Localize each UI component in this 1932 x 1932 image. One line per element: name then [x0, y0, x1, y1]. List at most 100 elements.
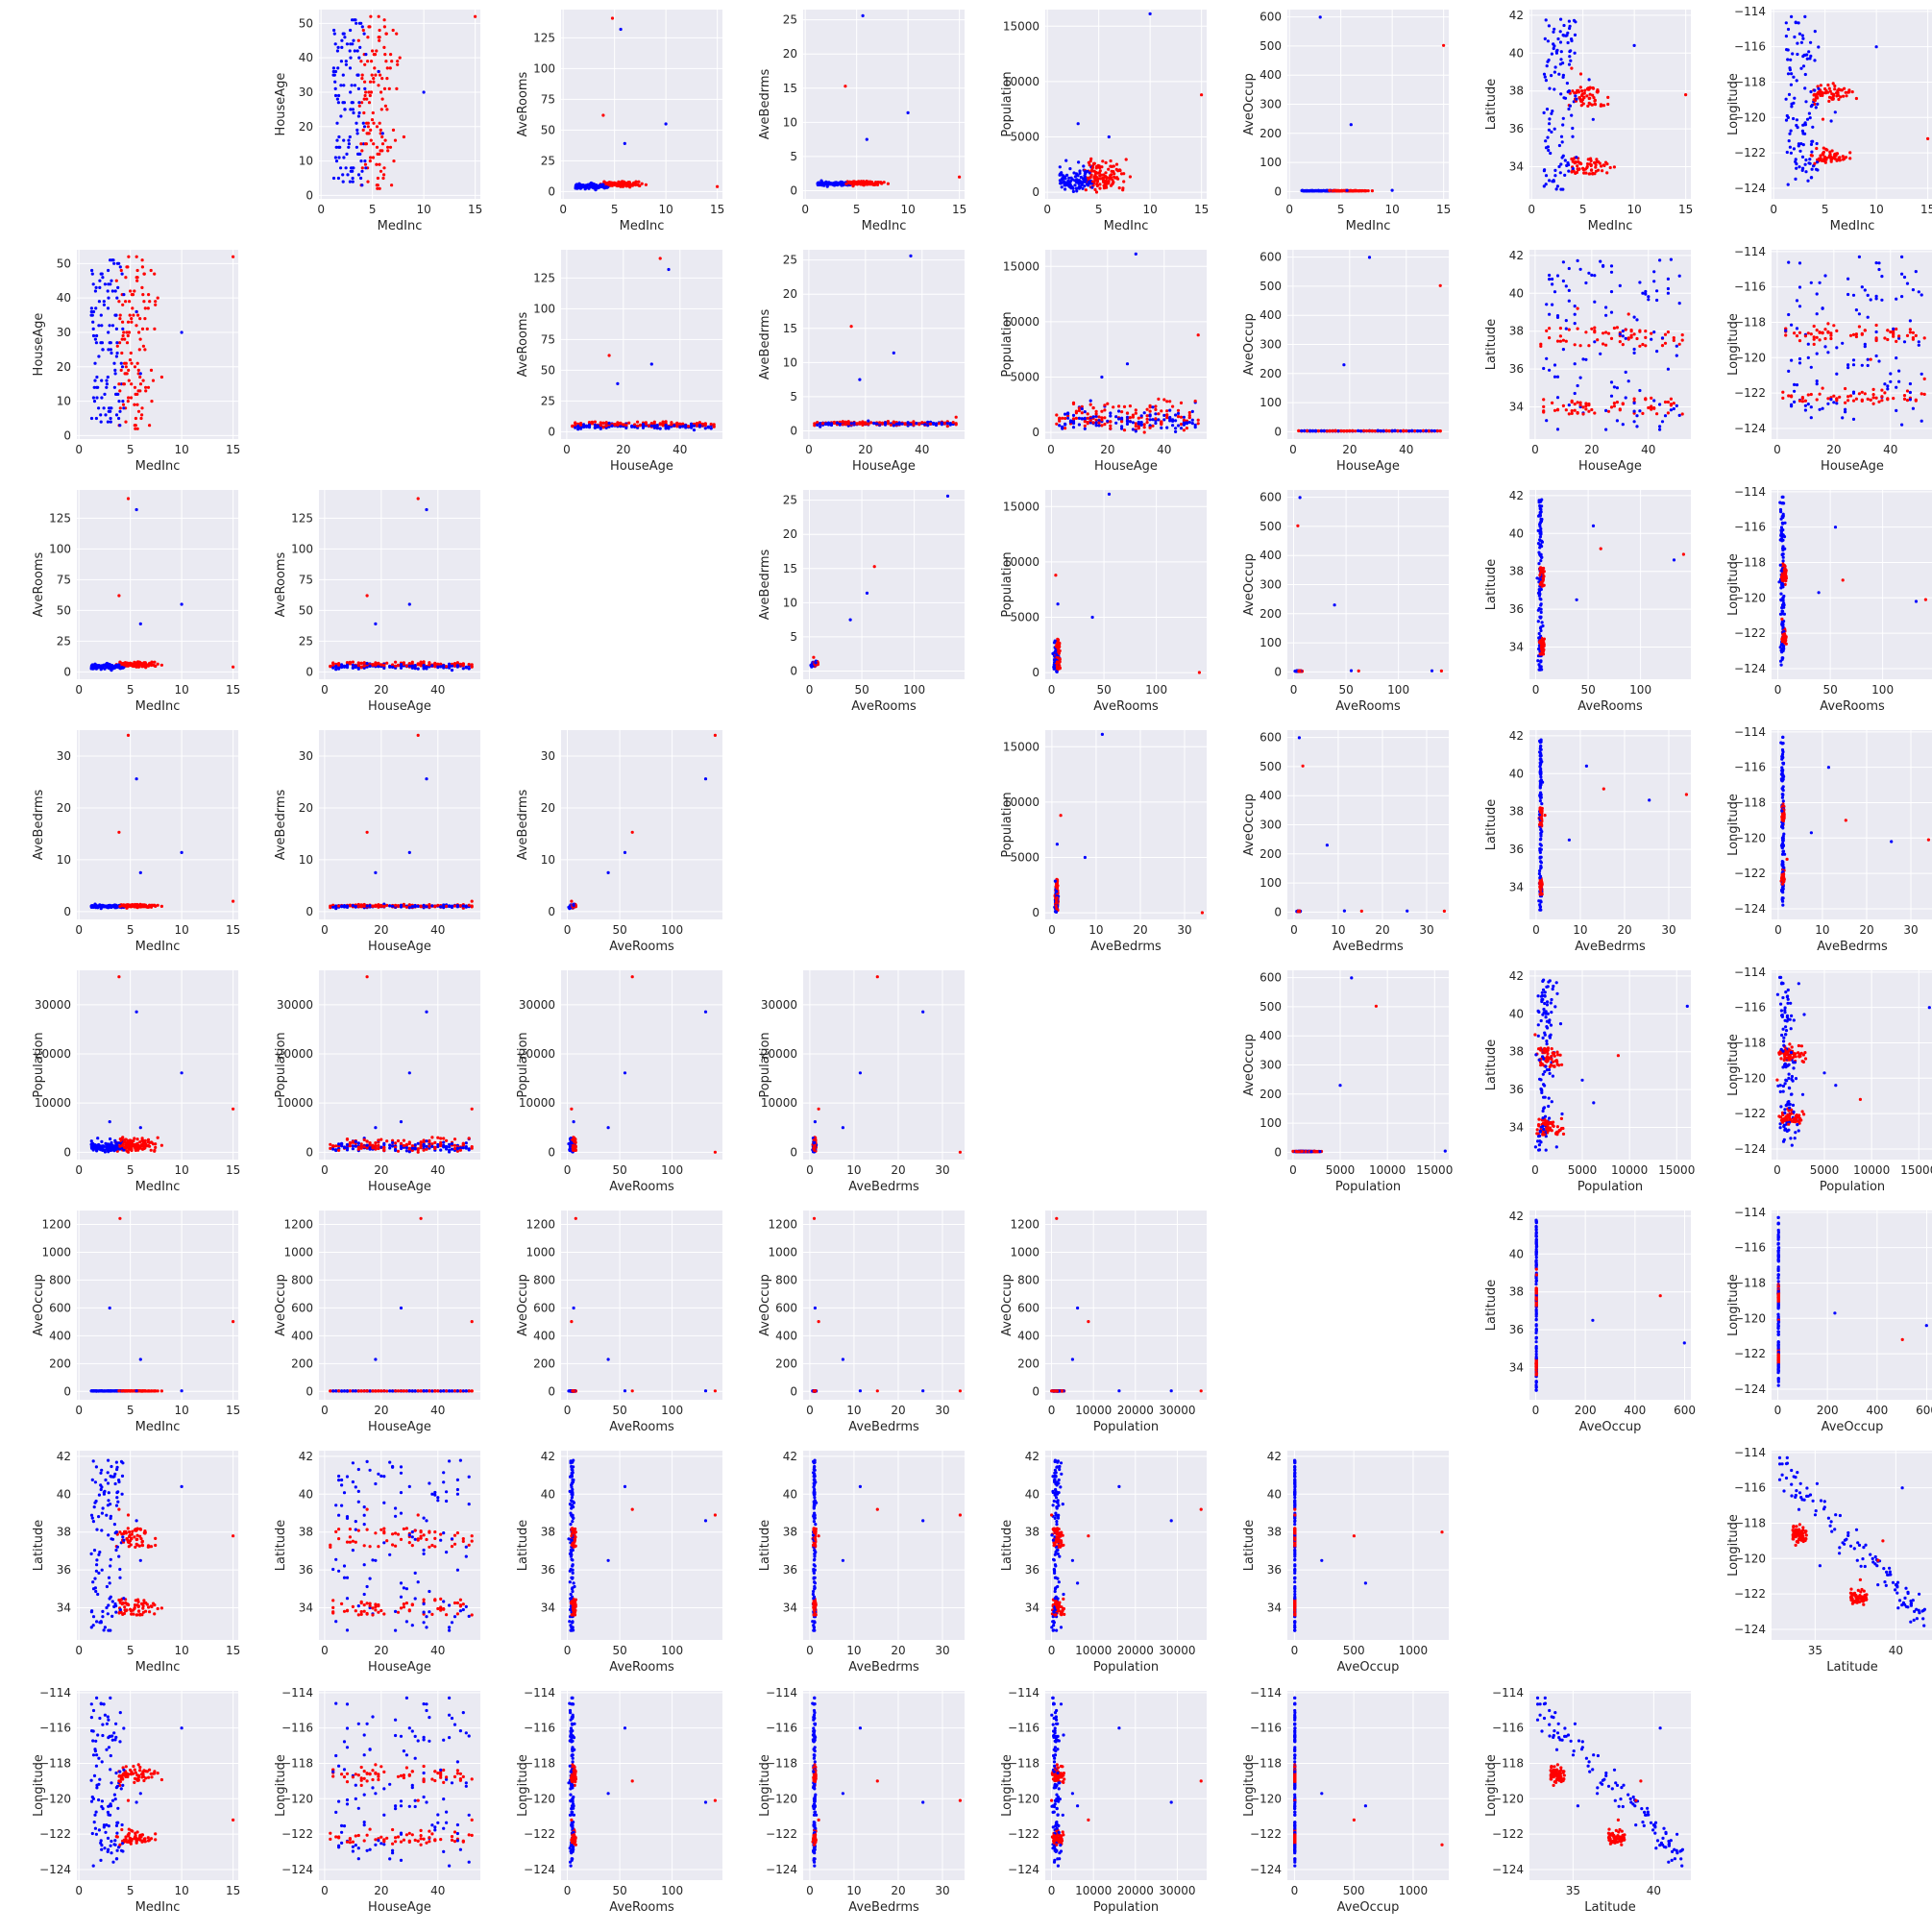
point-high	[124, 420, 128, 424]
x-tick-label: 40	[673, 443, 687, 456]
point-low	[641, 423, 646, 427]
point-high	[1196, 418, 1200, 422]
point-low	[584, 184, 588, 188]
point-low	[915, 422, 918, 426]
point-low	[1815, 292, 1819, 296]
point-low	[1072, 171, 1076, 175]
point-low	[1877, 261, 1881, 265]
point-high	[1339, 428, 1343, 433]
point-low	[339, 166, 343, 170]
y-axis-label: AveRooms	[274, 551, 288, 617]
point-high	[574, 421, 577, 425]
point-low	[100, 379, 104, 382]
point-low	[1793, 400, 1797, 404]
y-tick-label: 100	[1259, 636, 1282, 649]
point-low	[1542, 184, 1546, 188]
point-high	[1058, 666, 1062, 670]
point-high	[1629, 330, 1633, 333]
point-low	[1576, 258, 1579, 262]
point-high	[1680, 333, 1684, 337]
point-low	[448, 664, 452, 668]
point-high	[846, 422, 850, 426]
point-high	[369, 90, 373, 94]
point-high	[367, 132, 371, 135]
point-high	[880, 422, 885, 426]
point-high	[1902, 394, 1907, 398]
point-low	[1171, 424, 1175, 428]
point-low	[581, 183, 585, 187]
point-low	[664, 122, 668, 126]
point-low	[610, 424, 614, 428]
point-low	[114, 327, 118, 330]
point-low	[1090, 185, 1094, 189]
point-low	[118, 265, 122, 269]
point-low	[105, 379, 109, 382]
point-high	[348, 660, 352, 665]
x-axis-label: HouseAge	[852, 459, 916, 474]
point-low	[106, 289, 110, 293]
point-high	[1871, 396, 1875, 400]
point-high	[1361, 189, 1366, 193]
point-low	[1562, 23, 1566, 28]
point-low	[354, 665, 357, 669]
point-low	[95, 333, 99, 338]
point-low	[865, 591, 869, 596]
point-low	[1550, 74, 1553, 78]
point-high	[128, 300, 132, 304]
point-low	[89, 664, 94, 668]
point-low	[138, 372, 142, 376]
point-high	[1176, 415, 1181, 419]
point-low	[1555, 314, 1560, 318]
point-low	[1090, 615, 1094, 620]
point-high	[391, 28, 395, 33]
point-low	[945, 494, 950, 499]
point-high	[1848, 394, 1853, 398]
point-high	[1809, 332, 1813, 336]
y-tick-label: 50	[541, 363, 555, 377]
point-low	[1799, 142, 1803, 146]
point-low	[822, 183, 826, 187]
point-low	[101, 348, 105, 352]
point-low	[351, 108, 355, 111]
point-low	[1076, 174, 1080, 178]
point-low	[91, 320, 95, 324]
point-high	[1097, 421, 1101, 425]
point-low	[1556, 37, 1560, 41]
point-low	[574, 426, 577, 429]
point-high	[1809, 392, 1813, 397]
point-low	[692, 424, 697, 428]
point-high	[146, 385, 151, 389]
point-high	[124, 276, 128, 280]
point-low	[93, 289, 97, 293]
point-high	[115, 344, 119, 348]
point-high	[372, 142, 376, 146]
point-low	[103, 282, 107, 286]
point-high	[1561, 338, 1565, 342]
point-high	[1542, 410, 1546, 414]
point-low	[1604, 408, 1608, 412]
point-low	[1574, 94, 1577, 98]
point-low	[122, 293, 126, 297]
point-low	[1666, 367, 1670, 371]
point-high	[121, 403, 126, 406]
point-low	[1809, 142, 1814, 146]
point-low	[1826, 351, 1830, 355]
point-high	[452, 664, 457, 668]
point-low	[115, 261, 119, 265]
point-high	[1077, 406, 1081, 410]
point-high	[1587, 96, 1591, 101]
point-low	[1561, 187, 1565, 191]
y-tick-label: 0	[790, 183, 797, 197]
y-tick-label: 125	[533, 271, 555, 284]
point-low	[97, 300, 101, 304]
point-low	[1120, 425, 1124, 428]
point-high	[812, 655, 816, 659]
point-high	[125, 265, 129, 269]
point-high	[1148, 404, 1152, 407]
point-low	[1666, 277, 1670, 281]
point-high	[1869, 398, 1872, 402]
point-low	[1788, 145, 1792, 149]
point-high	[1100, 418, 1104, 422]
point-low	[1563, 173, 1567, 177]
point-low	[1814, 106, 1818, 110]
